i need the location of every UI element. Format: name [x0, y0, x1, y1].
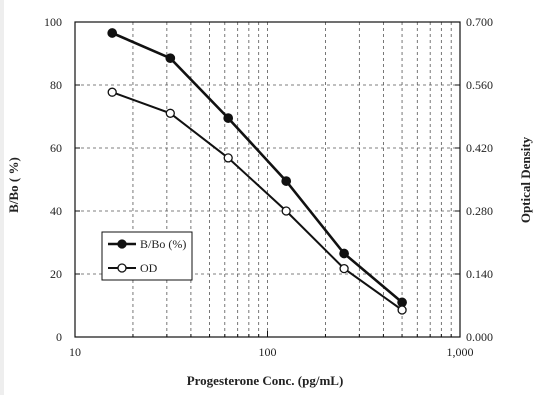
y2-tick-label: 0.000	[466, 330, 493, 344]
series-layer	[107, 28, 407, 315]
data-point-od	[165, 108, 175, 118]
y2-tick-label: 0.420	[466, 141, 493, 155]
legend-marker	[117, 239, 127, 249]
y-tick-label: 60	[50, 141, 62, 155]
frame-edge	[0, 0, 4, 395]
data-point-bbo	[165, 53, 176, 64]
y-tick-label: 100	[44, 15, 62, 29]
data-point-bbo	[223, 113, 234, 123]
x-tick-label: 100	[259, 345, 277, 359]
y-tick-label: 40	[50, 204, 62, 218]
y-tick-label: 80	[50, 78, 62, 92]
series-line-od	[111, 91, 403, 311]
legend-box	[101, 231, 193, 281]
legend: B/Bo (%) OD	[101, 231, 193, 281]
data-point-od	[223, 153, 233, 163]
legend-label: B/Bo (%)	[140, 237, 186, 251]
y2-axis-title: Optical Density	[518, 136, 533, 223]
legend-marker	[117, 263, 127, 273]
data-point-bbo	[339, 248, 349, 259]
data-point-bbo	[281, 176, 292, 186]
data-point-od	[107, 87, 117, 97]
legend-label: OD	[140, 261, 158, 275]
y-tick-label: 0	[56, 330, 62, 344]
data-point-bbo	[107, 28, 118, 38]
series-line-bbo	[111, 31, 403, 304]
y2-tick-label: 0.700	[466, 15, 493, 29]
y2-tick-label: 0.560	[466, 78, 493, 92]
x-tick-label: 1,000	[447, 345, 474, 359]
y-tick-label: 20	[50, 267, 62, 281]
y2-tick-label: 0.140	[466, 267, 493, 281]
x-tick-label: 10	[69, 345, 81, 359]
data-point-od	[397, 305, 407, 315]
ticks: 10 100 1,000 0 20 40 60 80 100 0.000 0.140 0.280 0.4…	[44, 15, 493, 359]
grid	[74, 22, 461, 337]
x-axis-title: Progesterone Conc. (pg/mL)	[187, 373, 344, 388]
data-point-bbo	[397, 297, 407, 308]
data-point-od	[339, 263, 349, 274]
y2-tick-label: 0.280	[466, 204, 493, 218]
y-axis-title: B/Bo ( %)	[6, 157, 21, 213]
data-point-od	[281, 206, 291, 216]
